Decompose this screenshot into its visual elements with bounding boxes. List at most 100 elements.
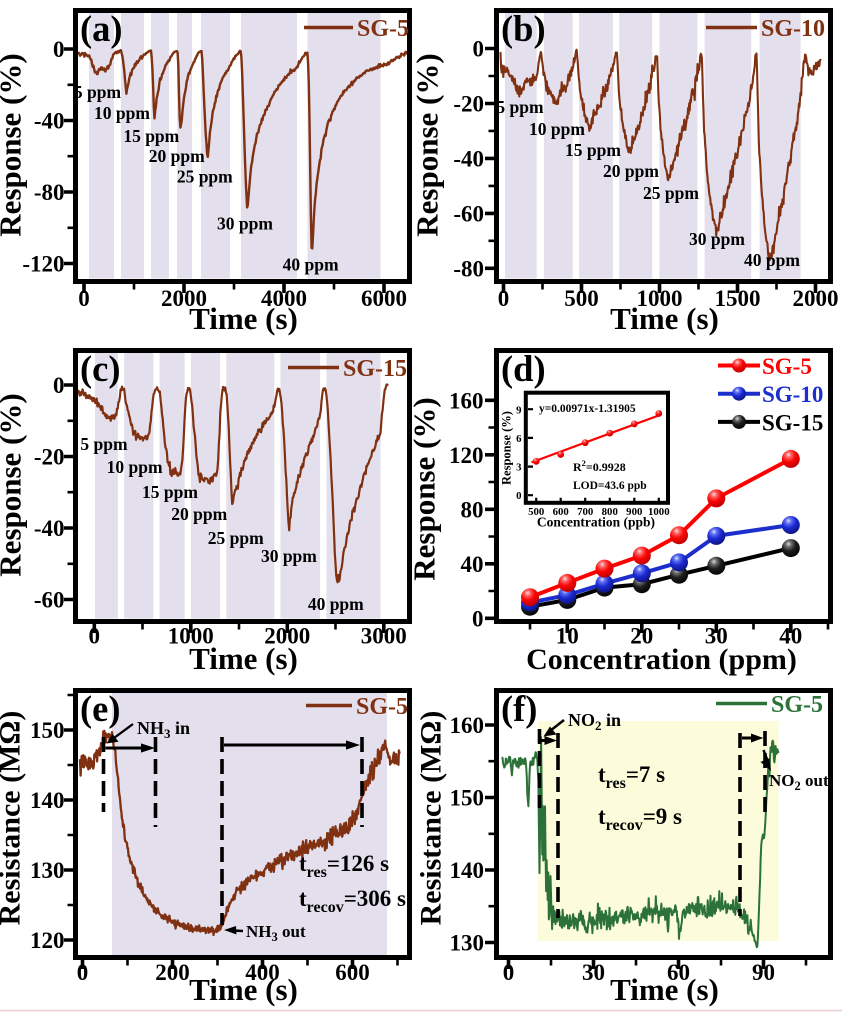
svg-text:5 ppm: 5 ppm [496,97,544,117]
svg-text:20 ppm: 20 ppm [171,504,227,524]
svg-text:40 ppm: 40 ppm [308,594,364,614]
svg-text:160: 160 [450,713,485,738]
svg-text:0: 0 [516,490,521,502]
svg-text:(c): (c) [80,348,121,389]
svg-text:40: 40 [461,552,484,577]
svg-text:120: 120 [449,443,484,468]
svg-text:30: 30 [705,624,728,649]
svg-text:NH3 in: NH3 in [137,718,190,741]
svg-text:40 ppm: 40 ppm [744,250,800,270]
svg-text:-40: -40 [34,109,65,134]
svg-text:6: 6 [516,433,522,445]
svg-text:15 ppm: 15 ppm [565,140,621,160]
svg-text:6000: 6000 [361,286,407,311]
svg-text:500: 500 [528,506,544,518]
svg-text:700: 700 [577,506,593,518]
svg-text:NO2 out: NO2 out [769,771,829,793]
svg-text:Response (%): Response (%) [500,411,514,485]
svg-text:0: 0 [503,960,515,985]
svg-text:-80: -80 [34,180,65,205]
svg-text:SG-15: SG-15 [343,356,407,382]
svg-text:600: 600 [553,506,569,518]
svg-text:500: 500 [564,286,599,311]
svg-text:20 ppm: 20 ppm [603,161,659,181]
svg-text:(d): (d) [501,348,546,389]
svg-text:0: 0 [53,37,65,62]
svg-text:120: 120 [30,928,65,953]
svg-text:Response (%): Response (%) [407,397,442,580]
svg-text:0: 0 [473,37,485,62]
svg-text:30 ppm: 30 ppm [689,229,745,249]
svg-text:Concentration (ppb): Concentration (ppb) [537,515,655,530]
svg-text:30: 30 [582,960,605,985]
svg-text:LOD=43.6 ppb: LOD=43.6 ppb [573,480,647,492]
svg-text:-40: -40 [34,516,65,541]
svg-text:140: 140 [30,788,65,813]
svg-text:(f): (f) [501,688,537,729]
svg-text:0: 0 [498,286,510,311]
svg-text:150: 150 [30,718,65,743]
svg-text:1000: 1000 [637,286,683,311]
svg-text:-40: -40 [453,147,484,172]
svg-text:400: 400 [245,960,280,985]
svg-text:40 ppm: 40 ppm [283,255,339,275]
svg-text:10: 10 [556,624,579,649]
svg-text:1000: 1000 [168,624,214,649]
svg-text:NO2 in: NO2 in [568,710,621,733]
svg-text:Response (%): Response (%) [0,53,28,236]
svg-text:150: 150 [450,786,485,811]
svg-text:5 ppm: 5 ppm [80,434,128,454]
svg-text:(b): (b) [501,8,546,49]
svg-text:(a): (a) [80,8,123,49]
svg-text:Resistance (MΩ): Resistance (MΩ) [415,711,448,926]
svg-text:Concentration (ppm): Concentration (ppm) [526,643,797,676]
svg-text:R2=0.9928: R2=0.9928 [573,458,626,474]
svg-text:90: 90 [752,960,775,985]
svg-text:10 ppm: 10 ppm [107,457,163,477]
svg-text:SG-5: SG-5 [771,692,823,718]
svg-text:-20: -20 [34,445,65,470]
svg-text:5 ppm: 5 ppm [74,82,122,102]
svg-text:Time (s): Time (s) [189,972,298,1007]
svg-text:160: 160 [449,389,484,414]
svg-text:40: 40 [779,624,802,649]
svg-text:25 ppm: 25 ppm [208,528,264,548]
svg-text:SG-5: SG-5 [356,694,408,720]
svg-text:15 ppm: 15 ppm [142,482,198,502]
svg-text:(e): (e) [80,688,121,729]
svg-text:20 ppm: 20 ppm [149,146,205,166]
svg-text:SG-5: SG-5 [762,354,812,379]
svg-text:1500: 1500 [715,286,761,311]
svg-text:NH3 out: NH3 out [246,922,306,944]
svg-text:y=0.00971x-1.31905: y=0.00971x-1.31905 [539,403,636,415]
svg-text:80: 80 [461,498,484,523]
svg-text:SG-5: SG-5 [357,16,409,42]
svg-text:15 ppm: 15 ppm [123,126,179,146]
svg-text:30 ppm: 30 ppm [217,214,273,234]
svg-text:-120: -120 [22,252,64,277]
svg-text:9: 9 [516,404,522,416]
svg-text:Time (s): Time (s) [189,641,298,676]
svg-text:0: 0 [89,624,101,649]
svg-text:0: 0 [78,286,90,311]
svg-text:0: 0 [77,960,89,985]
svg-text:140: 140 [450,858,485,883]
svg-text:1000: 1000 [648,506,670,518]
svg-text:130: 130 [450,931,485,956]
svg-text:-20: -20 [453,92,484,117]
svg-text:30 ppm: 30 ppm [261,546,317,566]
svg-text:3: 3 [516,462,522,474]
svg-text:10 ppm: 10 ppm [94,103,150,123]
svg-text:Response (%): Response (%) [0,393,28,576]
svg-text:SG-15: SG-15 [762,410,823,435]
svg-text:Response (%): Response (%) [410,53,445,236]
svg-text:600: 600 [335,960,370,985]
svg-text:Resistance (MΩ): Resistance (MΩ) [0,711,27,926]
svg-text:Time (s): Time (s) [610,301,719,336]
svg-text:SG-10: SG-10 [762,382,823,407]
svg-text:200: 200 [155,960,190,985]
svg-text:20: 20 [630,624,653,649]
svg-text:60: 60 [667,960,690,985]
svg-text:2000: 2000 [264,624,310,649]
svg-text:-60: -60 [34,588,65,613]
